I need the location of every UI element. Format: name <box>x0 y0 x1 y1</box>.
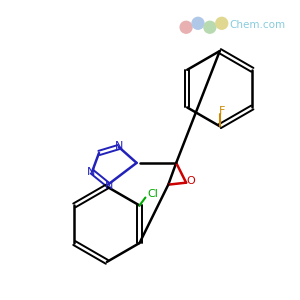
Text: Cl: Cl <box>147 189 158 199</box>
Circle shape <box>180 21 192 33</box>
Text: N: N <box>105 181 113 190</box>
Circle shape <box>216 17 228 29</box>
Text: O: O <box>187 176 195 186</box>
Circle shape <box>204 21 216 33</box>
Text: Chem.com: Chem.com <box>230 20 286 30</box>
Text: N: N <box>87 167 95 177</box>
Text: N: N <box>115 141 123 151</box>
Circle shape <box>192 17 204 29</box>
Text: F: F <box>219 106 225 116</box>
